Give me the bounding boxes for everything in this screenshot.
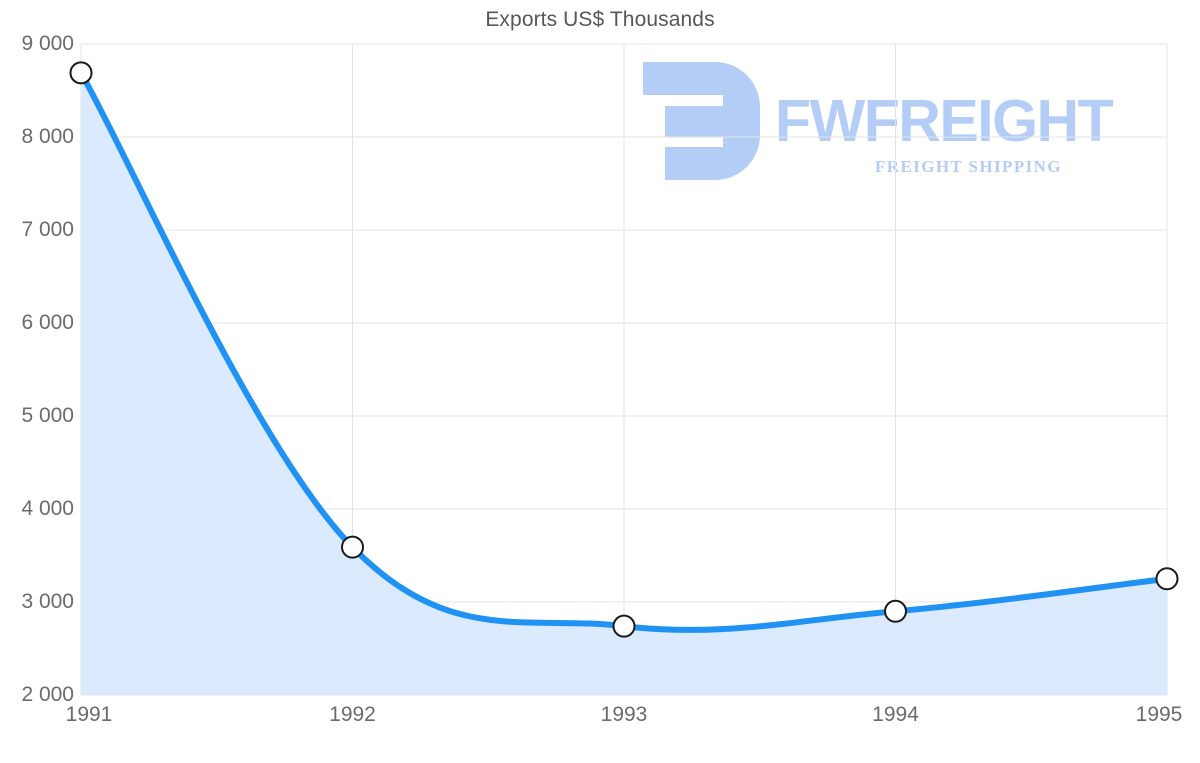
x-axis-tick-label: 1994 <box>872 703 919 726</box>
y-axis-tick-label: 9 000 <box>21 32 74 55</box>
y-axis-tick-label: 5 000 <box>21 404 74 427</box>
x-axis-tick-label: 1993 <box>600 703 648 726</box>
data-point-marker[interactable] <box>612 614 636 638</box>
chart-title: Exports US$ Thousands <box>485 8 715 31</box>
area-fill <box>81 72 1167 695</box>
x-axis-tick-label: 1992 <box>329 703 376 726</box>
data-point-marker[interactable] <box>341 535 364 559</box>
x-axis-tick-label: 1995 <box>1135 703 1183 726</box>
series-line <box>78 69 1170 633</box>
y-axis-tick-label: 7 000 <box>21 218 74 241</box>
y-axis-tick-label: 4 000 <box>21 497 74 520</box>
data-point-marker[interactable] <box>884 599 907 623</box>
y-axis-tick-label: 6 000 <box>21 311 74 334</box>
y-axis: 2 000 3 000 4 000 5 000 6 000 7 000 8 000 9 000 <box>0 0 74 763</box>
x-axis-tick-label: 1991 <box>65 703 113 726</box>
data-point-markers[interactable] <box>69 61 1179 638</box>
y-axis-tick-label: 3 000 <box>21 590 74 613</box>
y-axis-tick-label: 8 000 <box>21 125 74 148</box>
y-axis-tick-label: 2 000 <box>21 683 74 706</box>
data-point-marker[interactable] <box>1155 567 1179 591</box>
data-point-marker[interactable] <box>69 61 93 85</box>
